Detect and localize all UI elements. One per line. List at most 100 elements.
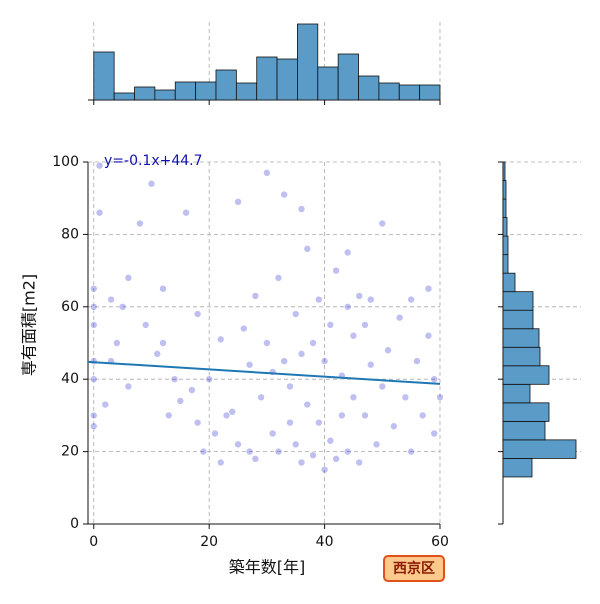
point bbox=[222, 411, 231, 420]
point bbox=[251, 455, 260, 463]
point bbox=[141, 321, 150, 329]
point bbox=[418, 411, 427, 420]
hist-bar bbox=[358, 75, 380, 101]
y-tick-label: 60 bbox=[61, 299, 79, 315]
point bbox=[89, 302, 98, 311]
x-tick-label: 40 bbox=[316, 534, 334, 550]
point bbox=[320, 357, 329, 365]
hist-bar bbox=[256, 56, 278, 101]
point bbox=[315, 295, 323, 304]
hist-bar bbox=[502, 346, 541, 367]
point bbox=[147, 179, 156, 188]
point bbox=[274, 447, 283, 456]
x-tick-label: 20 bbox=[200, 534, 218, 550]
hist-bar bbox=[113, 92, 135, 101]
hist-bar bbox=[337, 53, 359, 101]
hist-bar bbox=[502, 254, 509, 274]
point bbox=[309, 451, 317, 460]
point bbox=[361, 321, 369, 329]
point bbox=[136, 219, 144, 228]
point bbox=[193, 310, 202, 318]
point bbox=[355, 292, 364, 300]
point bbox=[89, 321, 98, 329]
point bbox=[366, 295, 375, 304]
hist-bar bbox=[297, 23, 319, 101]
point bbox=[309, 339, 317, 347]
y-tick-label: 100 bbox=[52, 154, 79, 170]
point bbox=[95, 208, 104, 217]
point bbox=[164, 411, 173, 420]
hist-bar bbox=[502, 458, 533, 478]
point bbox=[291, 310, 300, 318]
point bbox=[205, 375, 213, 384]
point bbox=[89, 284, 98, 293]
point bbox=[159, 284, 167, 293]
x-tick-label: 60 bbox=[431, 534, 449, 550]
y-tick-label: 20 bbox=[61, 444, 79, 460]
y-axis-label: 専有面積[m2] bbox=[20, 274, 39, 376]
annotation: y=-0.1x+44.7 bbox=[104, 153, 203, 169]
hist-bar bbox=[502, 309, 534, 330]
point bbox=[113, 339, 121, 347]
point bbox=[234, 440, 242, 449]
hist-bar bbox=[174, 81, 197, 101]
point bbox=[338, 411, 346, 420]
point bbox=[240, 324, 248, 333]
point bbox=[424, 331, 433, 340]
point bbox=[320, 465, 329, 474]
point bbox=[89, 375, 98, 384]
point bbox=[349, 393, 358, 402]
point bbox=[361, 411, 369, 420]
region-badge: 西京区 bbox=[393, 560, 435, 577]
hist-bar bbox=[378, 82, 400, 101]
regression-line bbox=[87, 360, 441, 385]
hist-bar bbox=[195, 81, 217, 101]
hist-bar bbox=[215, 69, 237, 101]
point bbox=[182, 208, 190, 217]
point bbox=[413, 357, 421, 365]
point bbox=[263, 169, 271, 177]
point bbox=[101, 400, 110, 409]
hist-bar bbox=[502, 439, 577, 459]
point bbox=[280, 190, 288, 199]
point bbox=[326, 436, 335, 445]
point bbox=[366, 360, 375, 369]
point bbox=[315, 418, 323, 427]
hist-bar bbox=[235, 82, 258, 101]
point bbox=[153, 350, 162, 358]
point bbox=[216, 458, 225, 467]
point bbox=[188, 386, 196, 394]
point bbox=[216, 335, 225, 344]
point bbox=[124, 274, 133, 282]
point bbox=[159, 339, 167, 347]
y-tick-label: 0 bbox=[70, 516, 79, 532]
hist-bar bbox=[502, 198, 507, 218]
point bbox=[211, 429, 219, 438]
point bbox=[407, 447, 415, 456]
point bbox=[89, 411, 98, 420]
x-tick-label: 0 bbox=[89, 534, 98, 550]
point bbox=[245, 447, 254, 456]
point bbox=[401, 393, 410, 402]
point bbox=[343, 447, 352, 456]
point bbox=[286, 382, 294, 391]
hist-bar bbox=[502, 420, 546, 441]
point bbox=[251, 292, 260, 300]
point bbox=[390, 422, 398, 431]
point bbox=[274, 274, 283, 282]
point bbox=[95, 161, 104, 170]
point bbox=[107, 295, 115, 304]
point bbox=[372, 440, 381, 449]
hist-bar bbox=[398, 84, 421, 101]
point bbox=[430, 375, 439, 384]
hist-bar bbox=[502, 272, 516, 293]
point bbox=[291, 440, 300, 449]
hist-bar bbox=[502, 217, 508, 237]
point bbox=[297, 205, 306, 213]
point bbox=[303, 245, 312, 253]
point bbox=[436, 393, 444, 402]
point bbox=[430, 429, 439, 438]
point bbox=[378, 219, 387, 228]
hist-bar bbox=[419, 84, 441, 101]
